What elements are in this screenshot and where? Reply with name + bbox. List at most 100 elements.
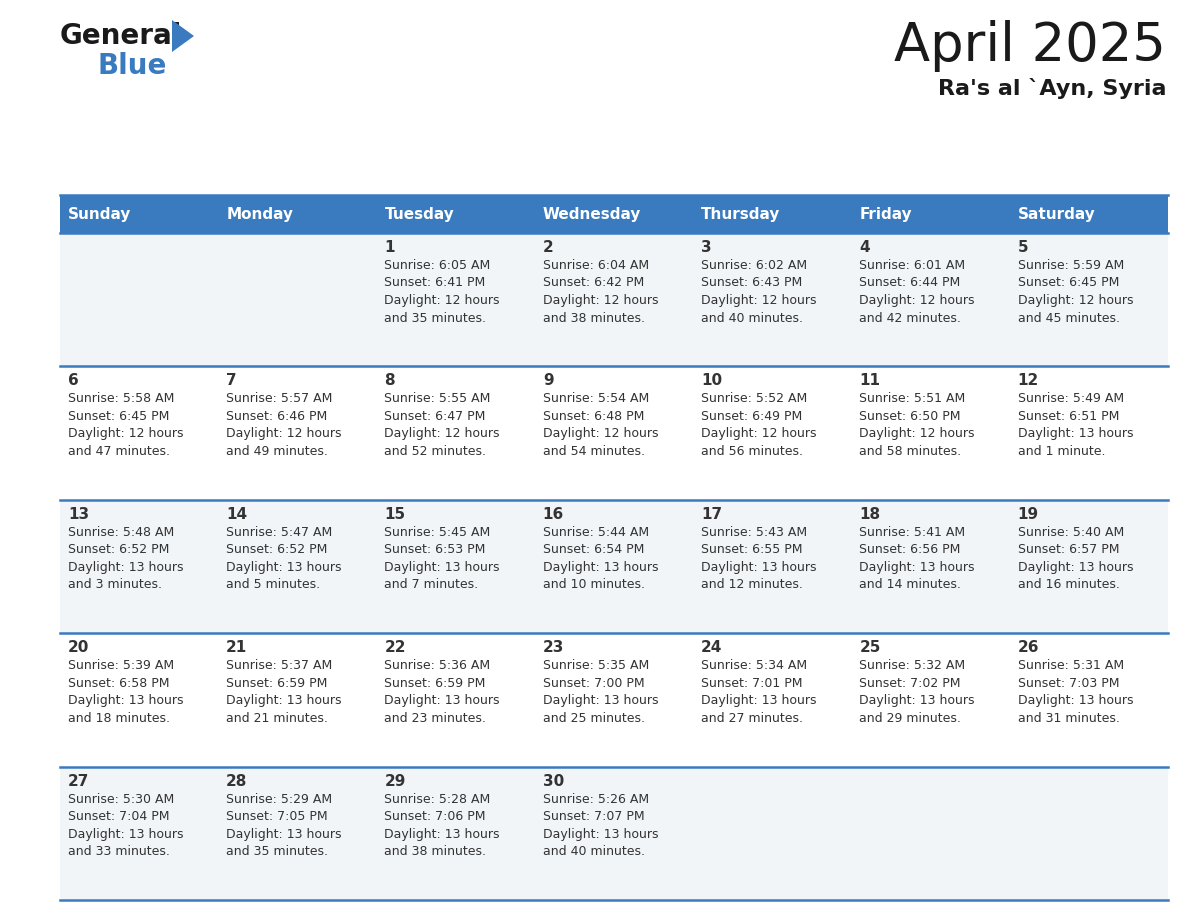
Text: Daylight: 12 hours: Daylight: 12 hours — [543, 428, 658, 441]
Text: Tuesday: Tuesday — [385, 207, 454, 221]
Text: 4: 4 — [859, 240, 870, 255]
Text: Sunrise: 5:47 AM: Sunrise: 5:47 AM — [226, 526, 333, 539]
Text: 1: 1 — [385, 240, 394, 255]
Text: Sunset: 6:58 PM: Sunset: 6:58 PM — [68, 677, 170, 689]
Text: Sunrise: 5:31 AM: Sunrise: 5:31 AM — [1018, 659, 1124, 672]
Text: Sunset: 7:04 PM: Sunset: 7:04 PM — [68, 810, 170, 823]
Text: and 35 minutes.: and 35 minutes. — [226, 845, 328, 858]
Text: Sunrise: 5:28 AM: Sunrise: 5:28 AM — [385, 792, 491, 806]
Text: Sunset: 6:56 PM: Sunset: 6:56 PM — [859, 543, 961, 556]
Text: 11: 11 — [859, 374, 880, 388]
Text: Sunrise: 6:02 AM: Sunrise: 6:02 AM — [701, 259, 807, 272]
Text: Daylight: 13 hours: Daylight: 13 hours — [385, 561, 500, 574]
Text: Sunset: 6:52 PM: Sunset: 6:52 PM — [226, 543, 328, 556]
Bar — [61, 767, 1168, 900]
Text: 18: 18 — [859, 507, 880, 521]
Text: and 58 minutes.: and 58 minutes. — [859, 445, 961, 458]
Text: and 23 minutes.: and 23 minutes. — [385, 711, 486, 724]
Text: and 21 minutes.: and 21 minutes. — [226, 711, 328, 724]
Text: and 35 minutes.: and 35 minutes. — [385, 311, 486, 324]
Text: Sunset: 6:45 PM: Sunset: 6:45 PM — [1018, 276, 1119, 289]
Text: Thursday: Thursday — [701, 207, 781, 221]
Text: Sunset: 6:44 PM: Sunset: 6:44 PM — [859, 276, 961, 289]
Text: General: General — [61, 22, 183, 50]
Text: Sunset: 6:41 PM: Sunset: 6:41 PM — [385, 276, 486, 289]
Text: 24: 24 — [701, 640, 722, 655]
Text: 27: 27 — [68, 774, 89, 789]
Text: 17: 17 — [701, 507, 722, 521]
Text: and 40 minutes.: and 40 minutes. — [543, 845, 645, 858]
Text: Friday: Friday — [859, 207, 912, 221]
Text: and 1 minute.: and 1 minute. — [1018, 445, 1105, 458]
Text: Sunrise: 5:52 AM: Sunrise: 5:52 AM — [701, 392, 808, 406]
Text: Daylight: 13 hours: Daylight: 13 hours — [701, 561, 816, 574]
Text: Sunset: 6:46 PM: Sunset: 6:46 PM — [226, 410, 328, 423]
Bar — [61, 366, 1168, 499]
Text: Sunset: 6:54 PM: Sunset: 6:54 PM — [543, 543, 644, 556]
Bar — [61, 233, 1168, 366]
Text: and 56 minutes.: and 56 minutes. — [701, 445, 803, 458]
Text: Sunrise: 5:32 AM: Sunrise: 5:32 AM — [859, 659, 966, 672]
Text: Daylight: 13 hours: Daylight: 13 hours — [68, 694, 183, 707]
Text: Sunrise: 5:44 AM: Sunrise: 5:44 AM — [543, 526, 649, 539]
Text: and 40 minutes.: and 40 minutes. — [701, 311, 803, 324]
Text: Daylight: 13 hours: Daylight: 13 hours — [68, 561, 183, 574]
Text: and 38 minutes.: and 38 minutes. — [543, 311, 645, 324]
Text: Sunrise: 5:37 AM: Sunrise: 5:37 AM — [226, 659, 333, 672]
Text: Daylight: 12 hours: Daylight: 12 hours — [859, 294, 975, 307]
Text: Daylight: 13 hours: Daylight: 13 hours — [226, 694, 342, 707]
Text: Daylight: 13 hours: Daylight: 13 hours — [1018, 428, 1133, 441]
Text: Monday: Monday — [226, 207, 293, 221]
Text: Sunset: 6:55 PM: Sunset: 6:55 PM — [701, 543, 803, 556]
Text: Daylight: 13 hours: Daylight: 13 hours — [543, 561, 658, 574]
Text: Sunrise: 5:43 AM: Sunrise: 5:43 AM — [701, 526, 807, 539]
Text: and 33 minutes.: and 33 minutes. — [68, 845, 170, 858]
Text: Blue: Blue — [97, 52, 168, 80]
Text: Daylight: 13 hours: Daylight: 13 hours — [385, 828, 500, 841]
Text: Daylight: 12 hours: Daylight: 12 hours — [385, 428, 500, 441]
Text: and 3 minutes.: and 3 minutes. — [68, 578, 162, 591]
Text: 2: 2 — [543, 240, 554, 255]
Text: 20: 20 — [68, 640, 89, 655]
Text: Daylight: 13 hours: Daylight: 13 hours — [543, 828, 658, 841]
Text: 15: 15 — [385, 507, 405, 521]
Text: and 42 minutes.: and 42 minutes. — [859, 311, 961, 324]
Text: 26: 26 — [1018, 640, 1040, 655]
Text: Sunset: 6:45 PM: Sunset: 6:45 PM — [68, 410, 169, 423]
Text: 28: 28 — [226, 774, 247, 789]
Text: Sunset: 6:43 PM: Sunset: 6:43 PM — [701, 276, 802, 289]
Text: and 54 minutes.: and 54 minutes. — [543, 445, 645, 458]
Text: and 18 minutes.: and 18 minutes. — [68, 711, 170, 724]
Polygon shape — [172, 20, 194, 52]
Text: Sunday: Sunday — [68, 207, 132, 221]
Text: and 12 minutes.: and 12 minutes. — [701, 578, 803, 591]
Text: 8: 8 — [385, 374, 396, 388]
Text: and 38 minutes.: and 38 minutes. — [385, 845, 486, 858]
Text: Sunrise: 5:54 AM: Sunrise: 5:54 AM — [543, 392, 649, 406]
Text: 30: 30 — [543, 774, 564, 789]
Text: Sunset: 7:03 PM: Sunset: 7:03 PM — [1018, 677, 1119, 689]
Text: and 10 minutes.: and 10 minutes. — [543, 578, 645, 591]
Bar — [535, 195, 693, 233]
Text: Sunset: 7:05 PM: Sunset: 7:05 PM — [226, 810, 328, 823]
Text: Sunset: 7:07 PM: Sunset: 7:07 PM — [543, 810, 644, 823]
Text: Sunset: 7:06 PM: Sunset: 7:06 PM — [385, 810, 486, 823]
Text: Sunrise: 5:58 AM: Sunrise: 5:58 AM — [68, 392, 175, 406]
Text: and 7 minutes.: and 7 minutes. — [385, 578, 479, 591]
Text: Sunrise: 5:41 AM: Sunrise: 5:41 AM — [859, 526, 966, 539]
Text: Sunset: 6:57 PM: Sunset: 6:57 PM — [1018, 543, 1119, 556]
Text: Daylight: 13 hours: Daylight: 13 hours — [859, 694, 975, 707]
Text: 21: 21 — [226, 640, 247, 655]
Text: Sunset: 6:49 PM: Sunset: 6:49 PM — [701, 410, 802, 423]
Bar — [852, 195, 1010, 233]
Text: Saturday: Saturday — [1018, 207, 1095, 221]
Text: Sunrise: 5:40 AM: Sunrise: 5:40 AM — [1018, 526, 1124, 539]
Text: Ra's al `Ayn, Syria: Ra's al `Ayn, Syria — [937, 78, 1165, 99]
Text: 7: 7 — [226, 374, 236, 388]
Bar — [693, 195, 852, 233]
Bar — [1010, 195, 1168, 233]
Text: Sunrise: 5:30 AM: Sunrise: 5:30 AM — [68, 792, 175, 806]
Text: Sunset: 6:48 PM: Sunset: 6:48 PM — [543, 410, 644, 423]
Text: Sunset: 7:00 PM: Sunset: 7:00 PM — [543, 677, 644, 689]
Text: Sunrise: 6:01 AM: Sunrise: 6:01 AM — [859, 259, 966, 272]
